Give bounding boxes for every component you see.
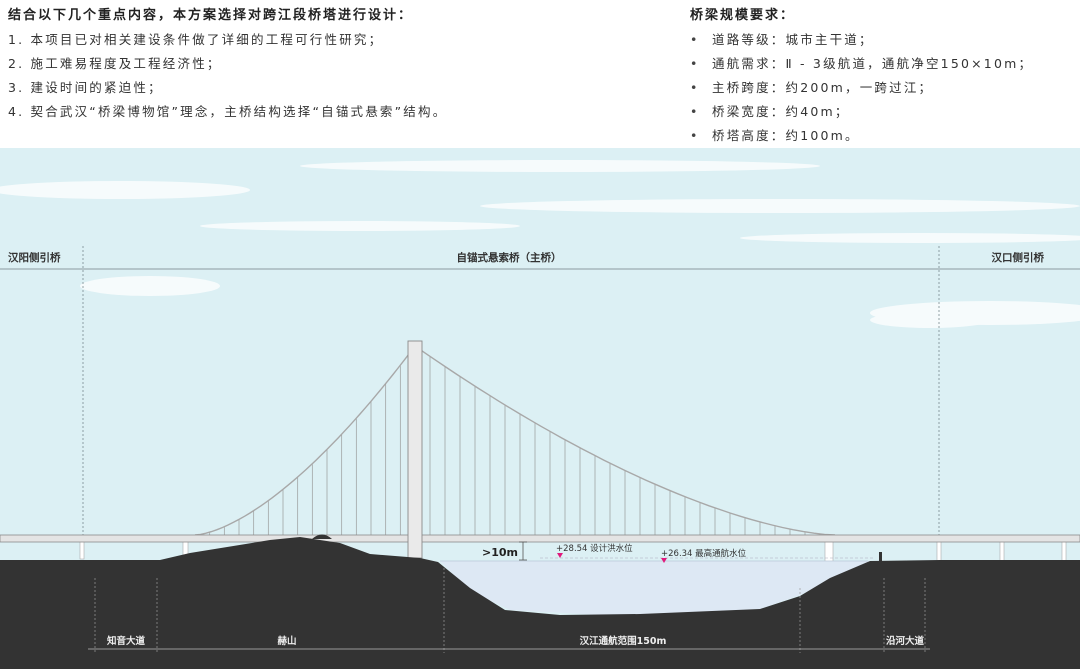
- requirement-text: 主桥跨度：约200m，一跨过江；: [712, 80, 934, 95]
- intro-point: 2. 施工难易程度及工程经济性；: [8, 56, 222, 71]
- bullet-icon: •: [690, 56, 700, 71]
- intro-point: 1. 本项目已对相关建设条件做了详细的工程可行性研究；: [8, 32, 384, 47]
- requirements-panel: 桥梁规模要求： • 道路等级：城市主干道； • 通航需求：Ⅱ - 3级航道，通航净空…: [690, 0, 1075, 148]
- road-label-zhiyin: 知音大道: [106, 635, 146, 647]
- bullet-icon: •: [690, 80, 700, 95]
- requirement-item: • 道路等级：城市主干道；: [690, 28, 1075, 52]
- bullet-icon: •: [690, 32, 700, 47]
- requirement-item: • 桥梁宽度：约40m；: [690, 100, 1075, 124]
- nav-level-label: +26.34 最高通航水位: [661, 548, 747, 559]
- requirement-text: 道路等级：城市主干道；: [712, 32, 874, 47]
- ground-dividers: [94, 568, 926, 653]
- intro-heading: 结合以下几个重点内容，本方案选择对跨江段桥塔进行设计：: [8, 8, 414, 23]
- hill-bump: [312, 534, 332, 539]
- requirements-heading: 桥梁规模要求：: [690, 8, 796, 23]
- ground-profile: [0, 537, 1080, 669]
- intro-panel: 结合以下几个重点内容，本方案选择对跨江段桥塔进行设计： 1. 本项目已对相关建设…: [8, 0, 668, 124]
- clouds: [0, 160, 1080, 328]
- clearance-label: >10m: [482, 546, 518, 559]
- bridge-tower: [407, 340, 423, 559]
- bullet-icon: •: [690, 104, 700, 119]
- right-approach-label: 汉口侧引桥: [992, 251, 1045, 264]
- left-approach-label: 汉阳侧引桥: [8, 251, 61, 264]
- requirement-text: 桥塔高度：约100m。: [712, 128, 860, 143]
- bridge-deck: [0, 534, 1080, 543]
- river-water: [440, 561, 870, 616]
- bridge-elevation-diagram: 汉阳侧引桥 自锚式悬索桥（主桥） 汉口侧引桥 >10m +28.54 设计洪水位…: [0, 148, 1080, 669]
- flood-level-marker-icon: [557, 553, 563, 558]
- hill-label-heshan: 赫山: [277, 635, 296, 647]
- main-bridge-label: 自锚式悬索桥（主桥）: [457, 251, 562, 264]
- nav-level-marker-icon: [661, 558, 667, 563]
- embankment-post: [879, 552, 882, 561]
- intro-point: 3. 建设时间的紧迫性；: [8, 80, 163, 95]
- requirement-item: • 主桥跨度：约200m，一跨过江；: [690, 76, 1075, 100]
- road-label-yanhe: 沿河大道: [886, 635, 925, 647]
- requirement-text: 桥梁宽度：约40m；: [712, 104, 850, 119]
- requirement-text: 通航需求：Ⅱ - 3级航道，通航净空150×10m；: [712, 56, 1034, 71]
- intro-point: 4. 契合武汉“桥梁博物馆”理念，主桥结构选择“自锚式悬索”结构。: [8, 104, 448, 119]
- requirement-item: • 通航需求：Ⅱ - 3级航道，通航净空150×10m；: [690, 52, 1075, 76]
- navigation-range-label: 汉江通航范围150m: [580, 635, 667, 647]
- hangers: [209, 356, 821, 535]
- flood-level-label: +28.54 设计洪水位: [556, 543, 633, 554]
- requirement-item: • 桥塔高度：约100m。: [690, 124, 1075, 148]
- bullet-icon: •: [690, 128, 700, 143]
